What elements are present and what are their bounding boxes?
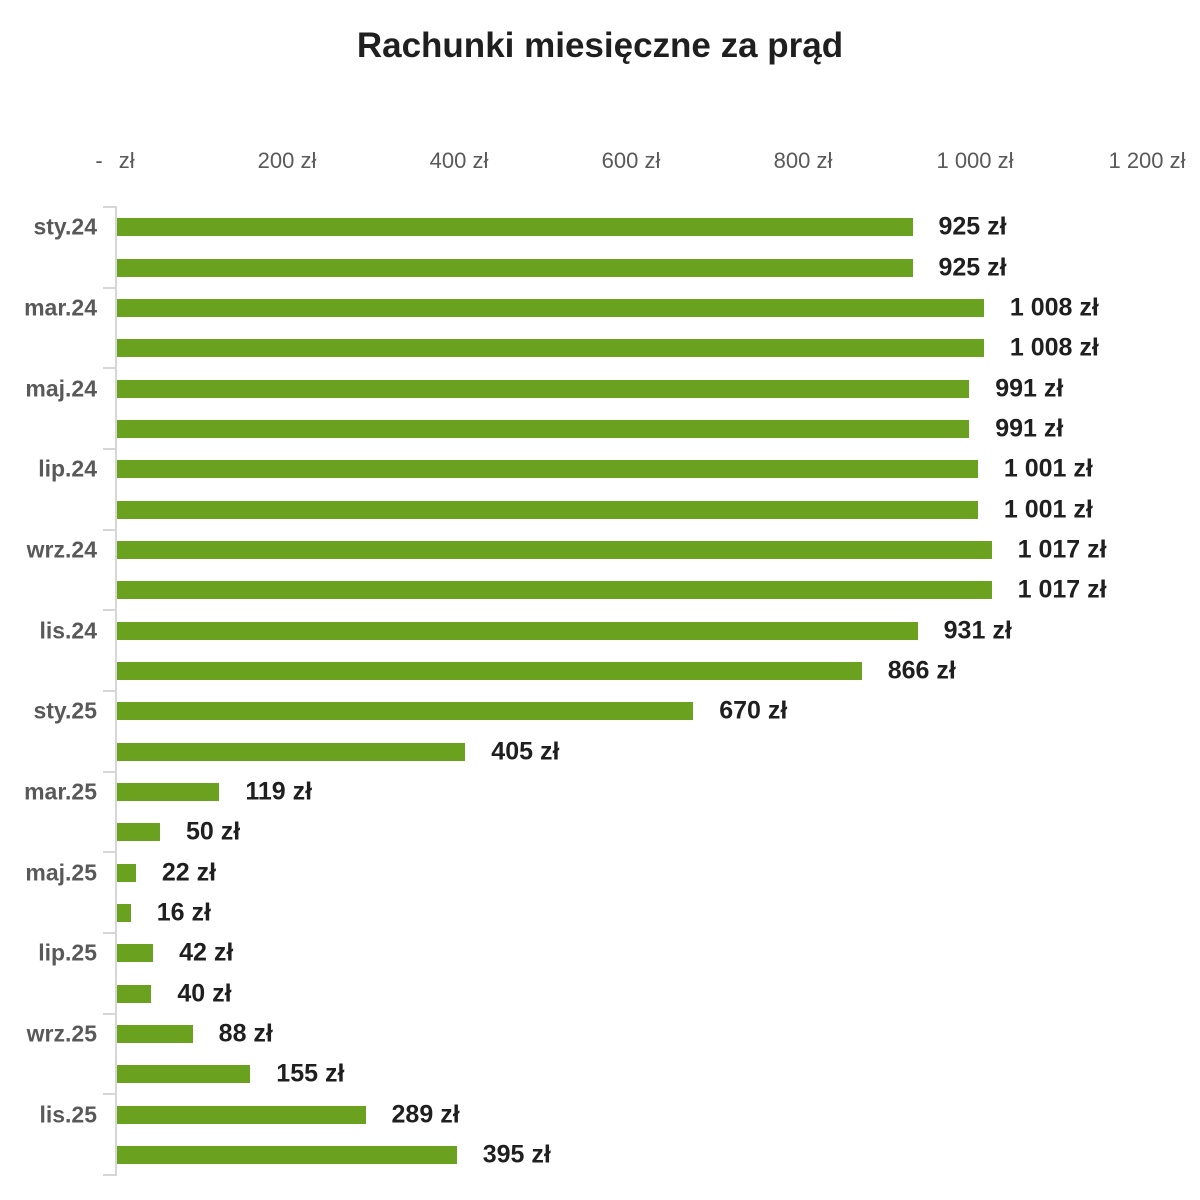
bar-value-label: 991 zł (995, 414, 1064, 443)
bar-value-label: 1 001 zł (1003, 454, 1093, 483)
bar-value-label: 925 zł (938, 253, 1007, 281)
y-axis-label: mar.25 (24, 778, 97, 805)
y-axis-tick-mark (103, 1012, 117, 1015)
bar-value-label: 119 zł (245, 777, 313, 806)
y-axis-label: sty.24 (33, 213, 97, 240)
y-axis-tick-mark (103, 690, 117, 692)
y-axis-tick-mark (103, 286, 117, 289)
bar-value-label: 22 zł (161, 858, 217, 886)
bar-value-label: 1 008 zł (1009, 333, 1099, 362)
bar (117, 540, 992, 559)
bar-value-label: 289 zł (391, 1100, 460, 1128)
bar (117, 339, 984, 358)
bar (117, 298, 984, 317)
y-axis-tick-mark (103, 206, 117, 208)
bar-value-label: 40 zł (177, 979, 232, 1007)
y-axis-tick-mark (103, 609, 117, 612)
bar-value-label: 42 zł (179, 938, 234, 967)
bar (117, 903, 131, 922)
y-axis-label: mar.24 (24, 294, 97, 321)
y-axis-tick-mark (103, 1174, 117, 1176)
bar (117, 258, 913, 277)
y-axis-label: lip.24 (38, 455, 97, 482)
y-axis-label: wrz.24 (26, 536, 97, 563)
bar (117, 702, 694, 721)
bar-value-label: 16 zł (156, 898, 211, 927)
bar-value-label: 405 zł (491, 737, 560, 765)
bar (117, 379, 970, 398)
y-axis-tick-mark (103, 367, 117, 370)
bar (117, 742, 466, 761)
bar (117, 1145, 457, 1164)
bar (117, 1105, 366, 1124)
x-axis-tick-label: - zł (95, 148, 135, 173)
bar (117, 621, 918, 640)
bar-value-label: 1 008 zł (1009, 293, 1099, 322)
bar (117, 984, 152, 1003)
x-axis-tick-label: 1 200 zł (1108, 148, 1186, 173)
x-axis-tick-label: 1 000 zł (936, 148, 1014, 173)
bar-value-label: 50 zł (186, 817, 241, 846)
bar (117, 1024, 193, 1043)
bar (117, 863, 136, 882)
bar (117, 581, 992, 600)
bar-value-label: 931 zł (943, 616, 1012, 644)
bar-value-label: 991 zł (995, 374, 1064, 402)
bar-value-label: 1 017 zł (1017, 535, 1107, 564)
bar (117, 1065, 251, 1084)
y-axis-label: lis.25 (39, 1101, 97, 1127)
bar-value-label: 395 zł (482, 1140, 551, 1169)
y-axis-tick-mark (103, 448, 117, 450)
y-axis-label: lip.25 (38, 939, 97, 966)
bar-value-label: 88 zł (218, 1019, 273, 1048)
bar (117, 823, 160, 842)
bar-value-label: 866 zł (887, 656, 956, 685)
bar (117, 944, 154, 963)
bar-value-label: 925 zł (938, 212, 1007, 241)
bar (117, 500, 978, 519)
bar (117, 782, 220, 801)
bar-value-label: 1 001 zł (1003, 495, 1093, 523)
x-axis-tick-label: 400 zł (429, 148, 489, 173)
bar (117, 661, 862, 680)
y-axis-tick-mark (103, 932, 117, 934)
y-axis-tick-mark (103, 770, 117, 773)
bar (117, 460, 978, 479)
chart-title: Rachunki miesięczne za prąd (356, 26, 844, 65)
x-axis-tick-label: 200 zł (257, 148, 317, 173)
bar-value-label: 1 017 zł (1017, 575, 1107, 604)
x-axis-tick-label: 600 zł (601, 148, 661, 173)
y-axis-tick-mark (103, 528, 117, 531)
y-axis-label: sty.25 (33, 697, 97, 724)
plot-area: 925 zł 925 zł 1 008 zł 1 008 zł 991 zł 991 zł… (103, 206, 1149, 1176)
bar-value-label: 155 zł (276, 1059, 345, 1088)
bar (117, 218, 913, 237)
y-axis-tick-mark (103, 1093, 117, 1096)
y-axis-label: wrz.25 (26, 1020, 97, 1047)
bar-value-label: 670 zł (719, 696, 788, 725)
y-axis-label: lis.24 (39, 617, 97, 643)
y-axis-label: maj.25 (25, 859, 97, 885)
y-axis-label: maj.24 (25, 375, 97, 401)
bar (117, 419, 970, 438)
x-axis-tick-label: 800 zł (773, 148, 833, 173)
y-axis-tick-mark (103, 851, 117, 854)
